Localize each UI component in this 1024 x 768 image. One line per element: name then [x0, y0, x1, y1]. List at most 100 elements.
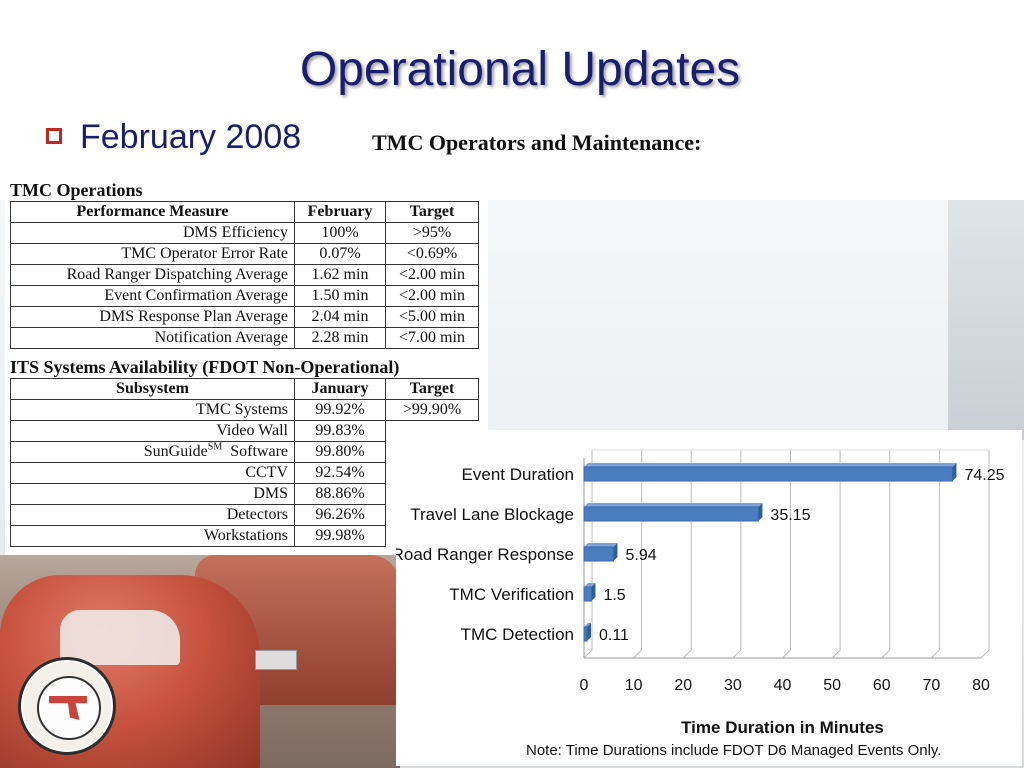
data-label: 74.25 [964, 467, 1004, 484]
x-axis-label: Time Duration in Minutes [681, 718, 884, 737]
column-header: Performance Measure [10, 201, 295, 223]
subsystem-cell: Detectors [10, 504, 295, 526]
chart-note: Note: Time Durations include FDOT D6 Man… [526, 742, 942, 759]
subsystem-name: SunGuide [143, 443, 208, 460]
subsystem-cell: DMS [10, 483, 295, 505]
bar-top [584, 503, 763, 507]
bar [583, 466, 953, 482]
value-cell: 99.80% [294, 441, 386, 463]
table-row: CCTV 92.54% [10, 462, 479, 484]
table-row: Video Wall 99.83% [10, 420, 479, 442]
license-plate [255, 650, 297, 670]
subsystem-cell: CCTV [10, 462, 295, 484]
bar [583, 586, 592, 602]
measure-cell: Road Ranger Dispatching Average [10, 264, 295, 286]
duration-chart-panel: 0 10 20 30 40 50 60 70 80 Event Duration 74.25 Trav… [392, 430, 1022, 766]
bar-side [613, 543, 618, 561]
car-window [60, 610, 180, 665]
x-tick-label: 70 [922, 677, 940, 694]
seal-inner [37, 676, 101, 740]
data-label: 5.94 [625, 547, 656, 564]
category-label: Event Duration [462, 465, 574, 484]
data-label: 0.11 [599, 627, 629, 644]
gridline-floor [931, 649, 940, 659]
tables-panel: TMC Operations Performance Measure Febru… [5, 180, 488, 555]
subsystem-cell: Workstations [10, 525, 295, 547]
table-row: DMS Response Plan Average 2.04 min <5.00… [10, 306, 479, 328]
table-row: TMC Operator Error Rate 0.07% <0.69% [10, 243, 479, 265]
gridline-floor [682, 649, 692, 659]
value-cell: 96.26% [294, 504, 386, 526]
gridline-floor [782, 649, 791, 659]
target-cell: >95% [385, 222, 479, 244]
table-header-row: Performance Measure February Target [10, 201, 479, 223]
measure-cell: Event Confirmation Average [10, 285, 295, 307]
bar-side [952, 463, 957, 481]
table-row: TMC Systems 99.92% >99.90% [10, 399, 479, 421]
bar-side [587, 623, 591, 641]
slide-title: Operational Updates [299, 43, 741, 96]
target-cell: >99.90% [385, 399, 479, 421]
gridline-floor [583, 649, 593, 659]
table-row: Road Ranger Dispatching Average 1.62 min… [10, 264, 479, 286]
bar-top [584, 623, 591, 627]
gridline-floor [633, 649, 642, 659]
bar [583, 626, 588, 642]
measure-cell: Notification Average [10, 327, 295, 349]
x-tick-label: 40 [774, 677, 792, 694]
its-availability-table: Subsystem January Target TMC Systems 99.… [10, 378, 479, 547]
duration-bar-chart: 0 10 20 30 40 50 60 70 80 Event Duration 74.25 Trav… [392, 449, 1005, 737]
data-label: 35.15 [770, 507, 810, 524]
measure-cell: DMS Response Plan Average [10, 306, 295, 328]
table-row: SunGuideSM Software 99.80% [10, 441, 479, 463]
bar-side [758, 503, 763, 521]
column-header: February [294, 201, 386, 223]
gridline-floor [980, 649, 990, 659]
value-cell: 2.28 min [294, 327, 386, 349]
value-cell: 99.83% [294, 420, 386, 442]
gridline-floor [831, 649, 841, 659]
subsystem-cell: Video Wall [10, 420, 295, 442]
value-cell: 100% [294, 222, 386, 244]
target-cell: <7.00 min [385, 327, 479, 349]
category-label: Travel Lane Blockage [410, 505, 574, 524]
value-cell: 88.86% [294, 483, 386, 505]
table-header-row: Subsystem January Target [10, 378, 479, 400]
target-cell: <5.00 min [385, 306, 479, 328]
bullet-text: February 2008 [80, 118, 302, 156]
tmc-operations-title: TMC Operations [10, 180, 143, 200]
column-header: January [294, 378, 386, 400]
background-building [948, 200, 1024, 440]
gridline-floor [881, 649, 891, 659]
section-subheading: TMC Operators and Maintenance: [372, 130, 702, 155]
data-label: 1.5 [603, 587, 625, 604]
value-cell: 0.07% [294, 243, 386, 265]
bar [583, 506, 759, 522]
x-tick-label: 50 [823, 677, 841, 694]
bar-top [584, 543, 618, 547]
bar-top [584, 583, 596, 587]
bullet-square-icon [46, 128, 62, 144]
measure-cell: DMS Efficiency [10, 222, 295, 244]
category-label: Road Ranger Response [396, 545, 574, 564]
target-cell: <2.00 min [385, 264, 479, 286]
category-label: TMC Verification [449, 585, 574, 604]
column-header: Target [385, 201, 479, 223]
category-label: TMC Detection [461, 625, 574, 644]
column-header: Target [385, 378, 479, 400]
gridline-floor [732, 649, 742, 659]
x-tick-label: 30 [724, 677, 742, 694]
value-cell: 92.54% [294, 462, 386, 484]
subsystem-cell: TMC Systems [10, 399, 295, 421]
value-cell: 2.04 min [294, 306, 386, 328]
value-cell: 99.98% [294, 525, 386, 547]
x-tick-label: 0 [580, 677, 589, 694]
value-cell: 99.92% [294, 399, 386, 421]
service-mark: SM [207, 441, 223, 453]
x-tick-label: 80 [972, 677, 990, 694]
bar-top [584, 463, 957, 467]
table-row: Event Confirmation Average 1.50 min <2.0… [10, 285, 479, 307]
florida-map-icon [49, 696, 87, 720]
fdot-seal-logo [18, 657, 116, 755]
target-cell: <0.69% [385, 243, 479, 265]
